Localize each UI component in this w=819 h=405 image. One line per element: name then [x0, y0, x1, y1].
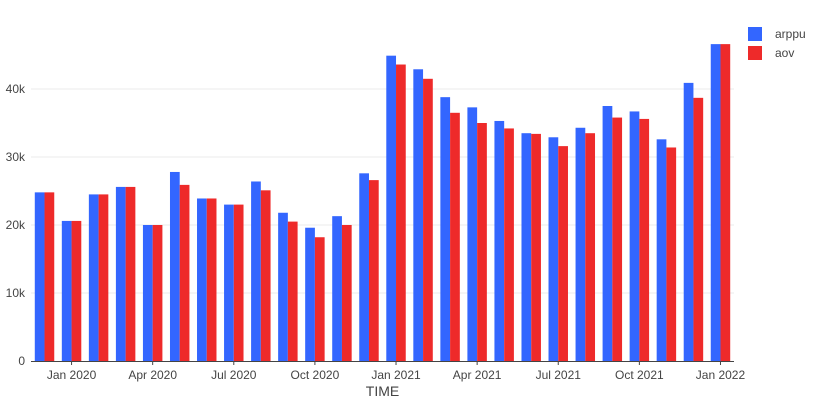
legend[interactable]: arppu aov	[748, 27, 806, 60]
bar-arppu[interactable]	[142, 225, 153, 361]
bar-arppu[interactable]	[467, 107, 478, 361]
bar-aov[interactable]	[179, 184, 190, 361]
bar-aov[interactable]	[666, 147, 677, 361]
y-tick-labels: 0 10k 20k 30k 40k	[6, 82, 26, 368]
bar-arppu[interactable]	[115, 186, 126, 361]
bar-aov[interactable]	[314, 237, 325, 361]
bar-aov[interactable]	[396, 64, 406, 362]
x-tick-label: Jul 2021	[536, 368, 582, 382]
x-tick-label: Oct 2021	[615, 368, 664, 382]
bar-aov[interactable]	[450, 112, 460, 361]
bar-arppu[interactable]	[602, 106, 613, 361]
bar-arppu[interactable]	[413, 69, 424, 361]
bar-aov[interactable]	[287, 221, 298, 361]
bar-arppu[interactable]	[710, 44, 721, 362]
bar-aov[interactable]	[206, 198, 217, 361]
x-tick-label: Jan 2020	[47, 368, 97, 382]
legend-swatch-aov[interactable]	[748, 46, 762, 60]
bar-arppu[interactable]	[359, 173, 369, 361]
x-tick-label: Jul 2020	[211, 368, 257, 382]
bar-aov[interactable]	[504, 128, 514, 361]
y-tick-label: 20k	[6, 218, 26, 232]
x-tick-label: Apr 2021	[453, 368, 502, 382]
bar-aov[interactable]	[260, 190, 271, 361]
gridlines	[31, 88, 734, 294]
bar-aov[interactable]	[612, 117, 623, 361]
y-tick-label: 40k	[6, 82, 26, 96]
bar-arppu[interactable]	[656, 139, 667, 361]
bar-aov[interactable]	[125, 186, 136, 361]
legend-label-aov[interactable]: aov	[775, 46, 794, 60]
bar-aov[interactable]	[693, 97, 704, 361]
bar-arppu[interactable]	[440, 97, 451, 361]
bar-aov[interactable]	[341, 225, 352, 361]
bar-arppu[interactable]	[224, 204, 234, 361]
bar-aov[interactable]	[152, 225, 163, 361]
x-tick-label: Jan 2021	[371, 368, 421, 382]
bar-arppu[interactable]	[88, 194, 99, 361]
bar-arppu[interactable]	[548, 137, 559, 361]
legend-swatch-arppu[interactable]	[748, 27, 762, 41]
x-tick-label: Jan 2022	[696, 368, 746, 382]
bars	[34, 44, 731, 362]
bar-arppu[interactable]	[251, 181, 261, 361]
bar-arppu[interactable]	[683, 82, 694, 361]
bar-arppu[interactable]	[305, 227, 315, 361]
bar-arppu[interactable]	[169, 171, 180, 361]
bar-arppu[interactable]	[386, 55, 397, 362]
bar-arppu[interactable]	[494, 120, 505, 362]
bar-arppu[interactable]	[61, 220, 72, 361]
x-axis-title: TIME	[366, 383, 399, 399]
y-tick-label: 0	[18, 354, 25, 368]
bar-arppu[interactable]	[278, 212, 288, 361]
bar-arppu[interactable]	[575, 127, 586, 361]
y-tick-label: 10k	[6, 286, 26, 300]
x-tick-label: Apr 2020	[128, 368, 177, 382]
bar-aov[interactable]	[44, 192, 55, 361]
bar-aov[interactable]	[98, 194, 109, 361]
bar-aov[interactable]	[423, 78, 433, 362]
y-tick-label: 30k	[6, 150, 26, 164]
legend-label-arppu[interactable]: arppu	[775, 27, 806, 41]
bar-aov[interactable]	[531, 133, 541, 361]
bar-arppu[interactable]	[521, 133, 532, 361]
bar-aov[interactable]	[585, 133, 596, 361]
bar-aov[interactable]	[368, 180, 379, 361]
bar-arppu[interactable]	[197, 198, 207, 361]
bar-arppu[interactable]	[332, 216, 342, 361]
bar-aov[interactable]	[477, 123, 487, 361]
bar-aov[interactable]	[558, 146, 568, 361]
bar-aov[interactable]	[233, 204, 244, 361]
bar-aov[interactable]	[639, 118, 650, 361]
x-tick-labels: Jan 2020 Apr 2020 Jul 2020 Oct 2020 Jan 2021…	[47, 361, 746, 382]
bar-aov[interactable]	[71, 220, 82, 361]
x-tick-label: Oct 2020	[291, 368, 340, 382]
bar-aov[interactable]	[720, 44, 731, 362]
bar-arppu[interactable]	[34, 192, 45, 361]
bar-arppu[interactable]	[629, 111, 640, 361]
